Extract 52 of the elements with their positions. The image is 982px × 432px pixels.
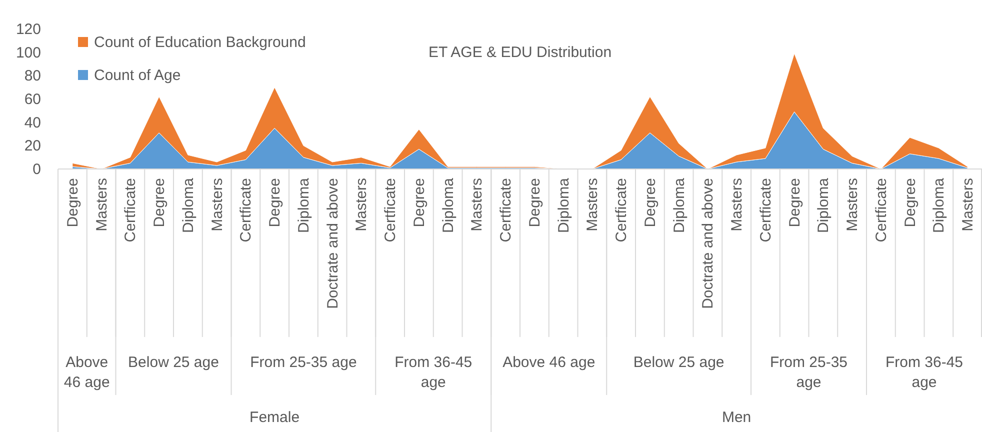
x-tick-label: Masters [93,178,110,232]
x-tick-label: Degree [151,178,168,228]
text: From 36-45 age [885,354,964,391]
x-tick-label: Diploma [930,177,948,234]
x-tick-label: Certficate [382,178,400,242]
x-tick-label: Degree [64,178,82,228]
x-tick-label: Degree [786,178,804,228]
x-tick-label: Masters [728,178,746,232]
x-tick-label: Degree [642,178,659,228]
x-tick-label: Diploma [555,177,572,234]
y-tick-label: 100 [16,44,41,62]
x-tick-label: Masters [208,178,226,232]
x-tick-label: Certficate [122,178,140,242]
x-tick-label: Certficate [872,178,890,242]
text: Below 25 age [128,354,219,371]
x-tick-label: Degree [902,178,919,228]
y-tick-label: 0 [32,161,41,178]
text: From 25-35 age [250,354,357,371]
text: ET AGE & EDU Distribution [428,44,612,61]
x-tick-label: Masters [584,178,602,232]
text: Above 46 age [502,354,596,371]
x-tick-label: Degree [526,178,544,228]
x-tick-label: Certficate [613,178,630,242]
x-tick-label: Masters [468,178,486,232]
text: Female [250,409,300,426]
x-tick-label: Diploma [815,177,832,234]
text: Men [722,409,752,426]
x-tick-label: Certficate [757,178,774,242]
x-tick-label: Diploma [670,177,688,234]
y-tick-label: 20 [24,138,41,155]
x-tick-label: Certficate [498,178,515,242]
x-tick-label: Masters [844,178,862,232]
text: Below 25 age [633,354,724,371]
x-tick-label: Doctrate and above [324,178,342,309]
y-tick-label: 80 [24,68,41,85]
x-tick-label: Diploma [440,177,457,234]
text: Above 46 age [64,354,110,391]
y-tick-label: 120 [16,21,41,38]
x-tick-label: Degree [410,178,428,228]
x-tick-label: Doctrate and above [700,178,717,309]
x-tick-label: Diploma [295,177,312,234]
legend-label: Count of Education Background [94,34,306,51]
y-tick-label: 40 [24,114,41,132]
x-tick-label: Certficate [238,178,255,242]
x-tick-label: Masters [960,178,977,232]
text: From 25-35 age [770,354,848,391]
x-tick-label: Masters [353,178,370,232]
text: From 36-45 age [394,354,472,391]
x-tick-label: Degree [266,178,284,228]
x-tick-label: Diploma [180,177,197,234]
legend-label: Count of Age [94,67,181,84]
y-tick-label: 60 [24,91,41,108]
